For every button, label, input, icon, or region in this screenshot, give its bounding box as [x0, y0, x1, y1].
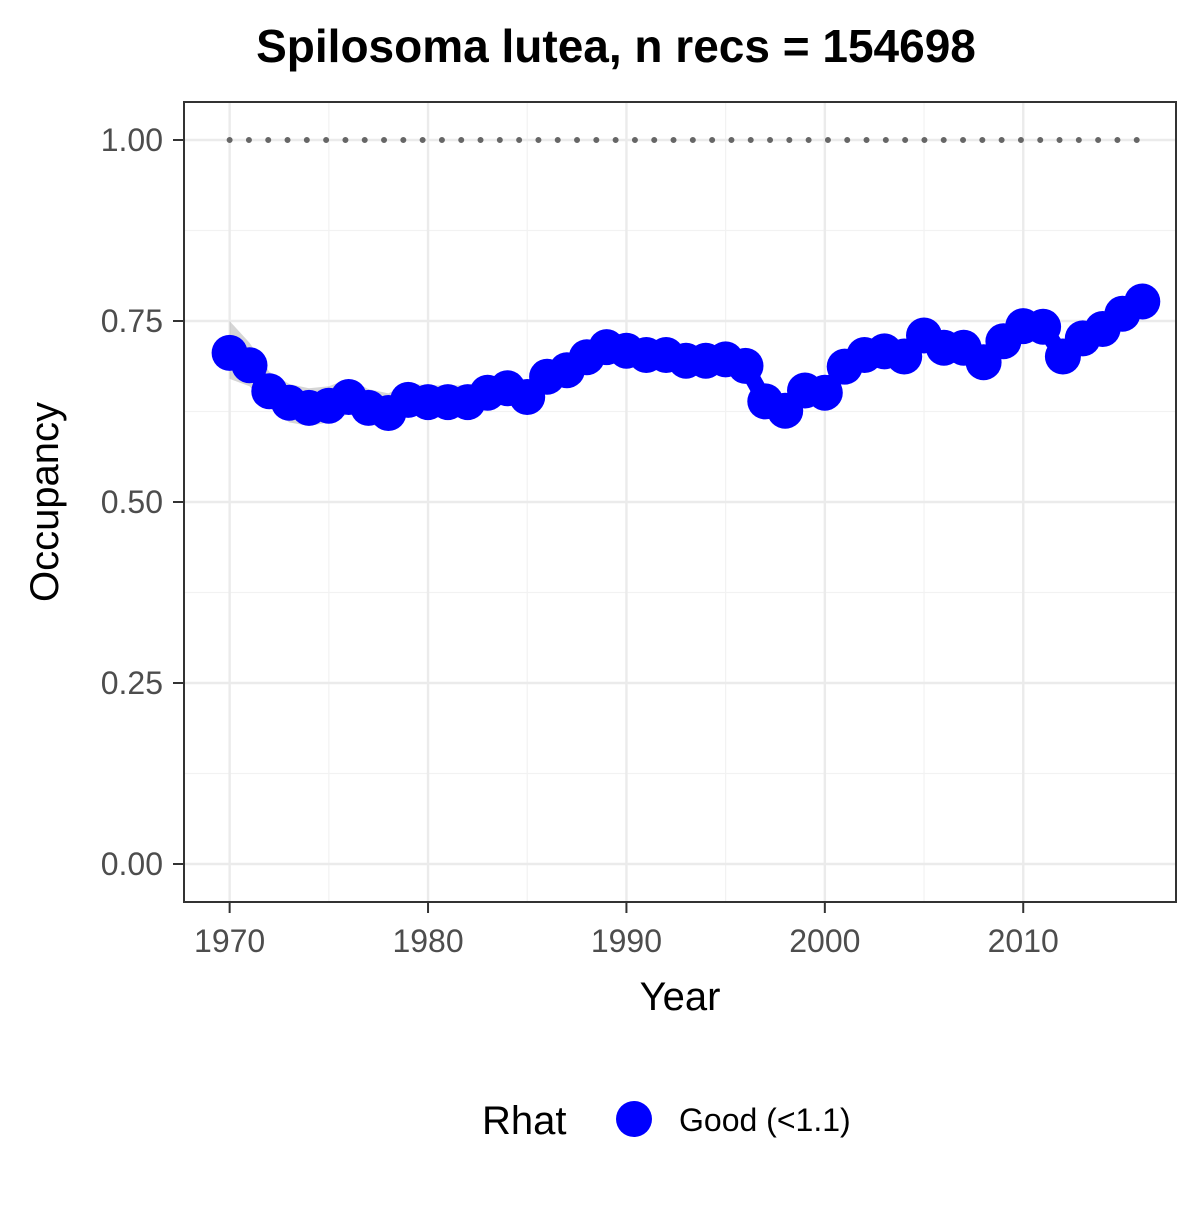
data-point	[806, 374, 843, 411]
data-point	[1025, 308, 1062, 345]
y-axis: 0.00 0.25 0.50 0.75 1.00	[101, 122, 184, 882]
x-axis-label: Year	[640, 975, 721, 1019]
legend-title: Rhat	[482, 1099, 567, 1143]
data-point	[231, 347, 268, 384]
x-tick-label: 1980	[392, 923, 463, 959]
series-layer	[211, 283, 1161, 431]
legend-key-good	[616, 1101, 652, 1137]
y-tick-label: 0.00	[101, 846, 163, 882]
grid-lines	[184, 102, 1176, 902]
data-point	[1124, 283, 1161, 320]
x-tick-label: 1990	[591, 923, 662, 959]
legend-label-good: Good (<1.1)	[679, 1102, 851, 1138]
y-tick-label: 0.25	[101, 665, 163, 701]
chart-title: Spilosoma lutea, n recs = 154698	[256, 20, 976, 72]
y-tick-label: 0.75	[101, 303, 163, 339]
x-tick-label: 1970	[194, 923, 265, 959]
x-tick-label: 2010	[988, 923, 1059, 959]
y-tick-label: 1.00	[101, 122, 163, 158]
x-tick-label: 2000	[789, 923, 860, 959]
data-point	[727, 347, 764, 384]
y-tick-label: 0.50	[101, 484, 163, 520]
legend: Rhat Good (<1.1)	[482, 1099, 851, 1143]
x-axis: 1970 1980 1990 2000 2010	[194, 902, 1059, 959]
y-axis-label: Occupancy	[23, 402, 67, 602]
